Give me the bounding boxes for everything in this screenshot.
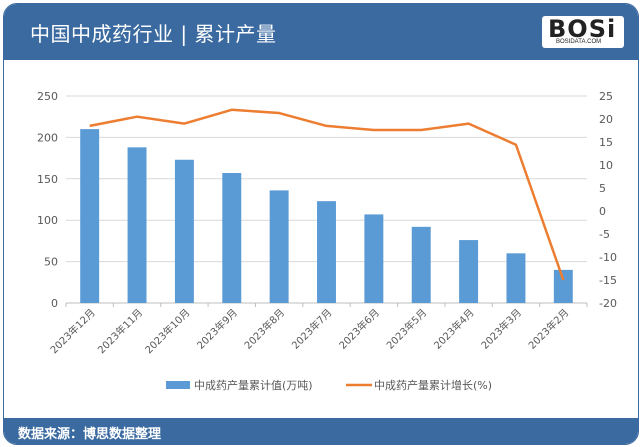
x-axis-label: 2023年7月 [289,306,335,352]
x-axis-label: 2023年12月 [47,306,97,356]
right-axis-tick: -5 [599,228,610,241]
right-axis-tick: -10 [599,251,617,264]
left-axis-tick: 150 [37,173,58,186]
legend-bar-swatch [166,381,190,389]
left-axis-tick: 200 [37,131,58,144]
x-axis-label: 2023年5月 [384,306,430,352]
x-axis-label: 2023年10月 [142,306,192,356]
right-axis-tick: -15 [599,274,617,287]
right-axis-tick: 25 [599,90,613,103]
right-axis-tick: -20 [599,297,617,310]
brand-logo: BOSi BOSIDATA.COM [542,15,624,48]
x-axis-label: 2023年4月 [431,306,477,352]
bar [80,129,100,303]
left-axis-tick: 0 [51,297,58,310]
left-axis-tick: 50 [44,256,58,269]
legend-bar-label: 中成药产量累计值(万吨) [194,378,313,392]
bar [553,269,573,303]
legend-line-label: 中成药产量累计增长(%) [374,378,492,392]
left-axis-tick: 100 [37,214,58,227]
bar [269,190,289,303]
right-axis-tick: 10 [599,159,613,172]
combo-chart: 0 50 100 150 200 250 -20 -15 -10 -5 0 5 10 15 20 25 2023… [37,90,617,392]
bar [127,147,147,303]
right-axis-tick: 5 [599,182,606,195]
right-axis-tick: 20 [599,113,613,126]
bar [459,240,479,303]
x-axis-label: 2023年6月 [336,306,382,352]
header-bar: 中国中成药行业 | 累计产量 BOSi BOSIDATA.COM [4,4,638,60]
footer-bar: 数据来源：博思数据整理 [4,418,638,444]
data-source: 数据来源：博思数据整理 [18,427,162,442]
x-axis-label: 2023年3月 [478,306,524,352]
bar [411,226,431,303]
x-axis-label: 2023年2月 [526,306,572,352]
x-axis-label: 2023年8月 [241,306,287,352]
bar [222,173,242,303]
bar [364,214,384,303]
right-axis-tick: 15 [599,136,613,149]
right-axis-tick: 0 [599,205,606,218]
logo-subtext: BOSIDATA.COM [556,39,602,45]
bar [174,159,194,303]
x-axis-label: 2023年11月 [95,306,145,356]
logo-text: BOSi [548,15,617,43]
growth-line [89,108,565,281]
chart-card: 中国中成药行业 | 累计产量 BOSi BOSIDATA.COM 0 50 100 1… [3,3,639,445]
left-axis-tick: 250 [37,90,58,103]
bar [506,253,526,303]
bar [317,201,336,303]
page-title: 中国中成药行业 | 累计产量 [30,22,277,46]
x-axis-label: 2023年9月 [194,306,240,352]
